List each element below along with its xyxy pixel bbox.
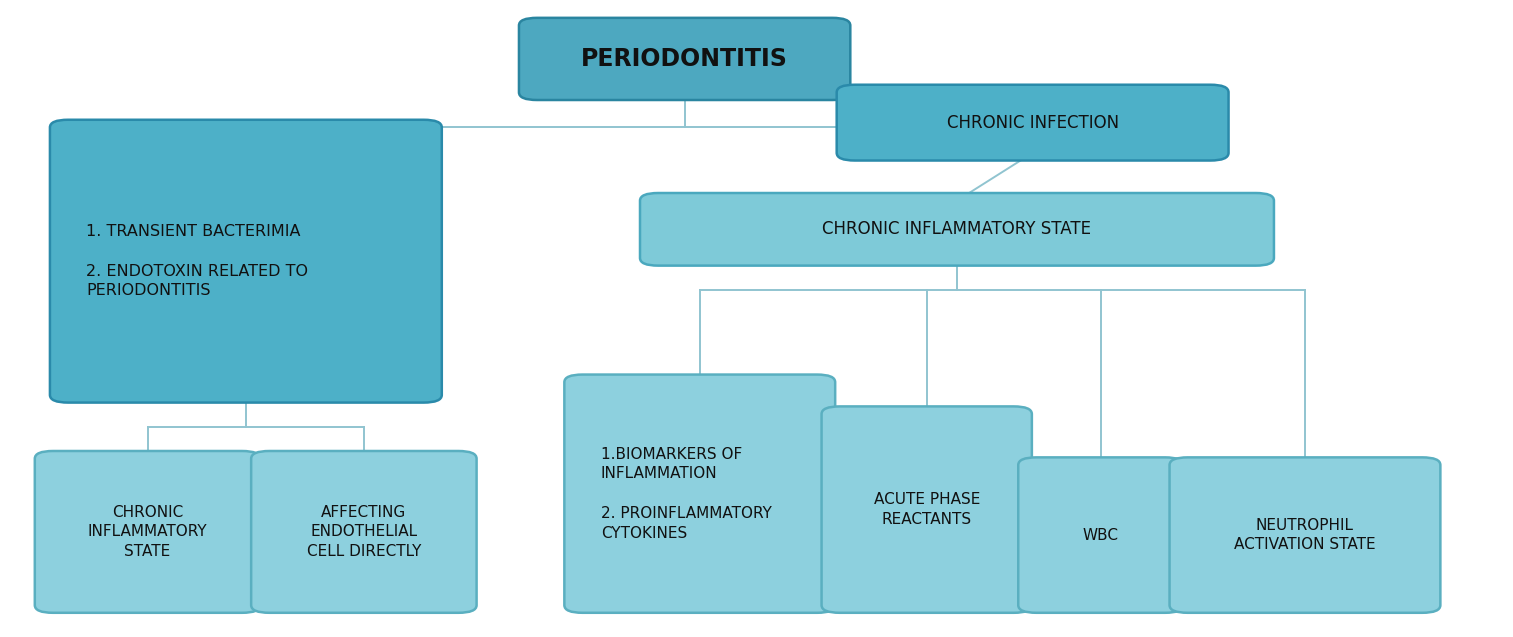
FancyBboxPatch shape [1170, 457, 1440, 613]
FancyBboxPatch shape [50, 120, 442, 403]
Text: 1. TRANSIENT BACTERIMIA

2. ENDOTOXIN RELATED TO
PERIODONTITIS: 1. TRANSIENT BACTERIMIA 2. ENDOTOXIN REL… [86, 224, 309, 298]
Text: PERIODONTITIS: PERIODONTITIS [581, 47, 788, 71]
FancyBboxPatch shape [519, 18, 850, 100]
FancyBboxPatch shape [837, 85, 1229, 161]
Text: CHRONIC INFLAMMATORY STATE: CHRONIC INFLAMMATORY STATE [823, 220, 1091, 238]
Text: CHRONIC
INFLAMMATORY
STATE: CHRONIC INFLAMMATORY STATE [88, 505, 207, 559]
FancyBboxPatch shape [822, 406, 1032, 613]
Text: CHRONIC INFECTION: CHRONIC INFECTION [947, 113, 1118, 132]
FancyBboxPatch shape [640, 193, 1274, 266]
Text: NEUTROPHIL
ACTIVATION STATE: NEUTROPHIL ACTIVATION STATE [1235, 518, 1375, 552]
Text: 1.BIOMARKERS OF
INFLAMMATION

2. PROINFLAMMATORY
CYTOKINES: 1.BIOMARKERS OF INFLAMMATION 2. PROINFLA… [601, 447, 772, 541]
Text: AFFECTING
ENDOTHELIAL
CELL DIRECTLY: AFFECTING ENDOTHELIAL CELL DIRECTLY [307, 505, 421, 559]
FancyBboxPatch shape [251, 451, 477, 613]
Text: WBC: WBC [1083, 527, 1118, 543]
FancyBboxPatch shape [1018, 457, 1183, 613]
Text: ACUTE PHASE
REACTANTS: ACUTE PHASE REACTANTS [873, 492, 980, 527]
FancyBboxPatch shape [35, 451, 260, 613]
FancyBboxPatch shape [564, 375, 835, 613]
